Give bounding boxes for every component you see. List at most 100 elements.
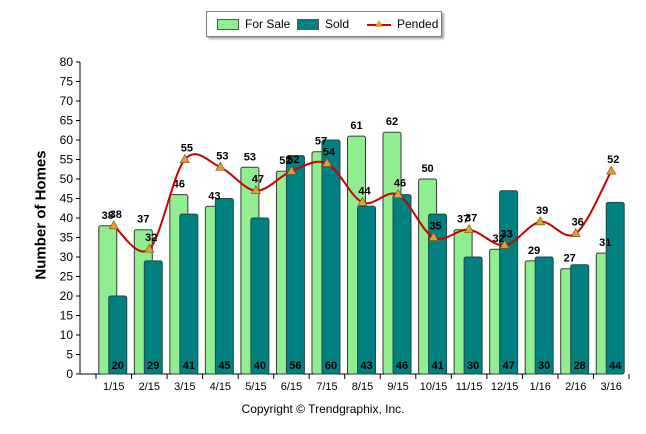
pended-marker xyxy=(392,188,404,198)
for-sale-value-label: 61 xyxy=(350,120,362,132)
legend-label-sold: Sold xyxy=(325,17,350,31)
pended-value-label: 33 xyxy=(501,228,513,240)
for-sale-swatch xyxy=(217,18,239,30)
legend-item-for-sale: For Sale xyxy=(217,17,290,31)
pended-value-label: 32 xyxy=(145,232,157,244)
sold-bar xyxy=(499,190,519,375)
sold-bar xyxy=(108,295,128,375)
y-tick-label: 60 xyxy=(60,133,74,147)
pended-marker xyxy=(499,239,510,249)
legend-item-pended: Pended xyxy=(367,17,438,31)
y-tick-label: 75 xyxy=(60,75,74,89)
sold-value-label: 46 xyxy=(396,360,408,372)
legend: For Sale Sold Pended xyxy=(206,11,442,37)
pended-marker xyxy=(108,220,119,230)
sold-value-label: 60 xyxy=(325,360,337,372)
pended-marker xyxy=(535,216,546,226)
for-sale-value-label: 27 xyxy=(564,253,576,265)
pended-value-label: 38 xyxy=(110,209,122,221)
for-sale-value-label: 43 xyxy=(208,190,220,202)
sold-value-label: 56 xyxy=(289,360,301,372)
y-tick-label: 15 xyxy=(60,309,74,323)
y-tick-label: 25 xyxy=(60,270,74,284)
sold-value-label: 41 xyxy=(183,360,195,372)
sold-value-label: 47 xyxy=(503,360,515,372)
for-sale-value-label: 31 xyxy=(599,237,611,249)
y-tick-label: 70 xyxy=(60,94,74,108)
sold-swatch xyxy=(297,18,319,30)
pended-value-label: 39 xyxy=(536,205,548,217)
sold-bar xyxy=(605,201,625,375)
pended-marker xyxy=(215,161,226,171)
x-tick-label: 12/15 xyxy=(491,381,519,393)
sold-value-label: 45 xyxy=(218,360,230,372)
for-sale-value-label: 37 xyxy=(457,214,469,226)
x-tick-label: 1/15 xyxy=(103,381,124,393)
pended-marker xyxy=(464,223,475,234)
pended-value-label: 52 xyxy=(607,154,619,166)
pended-marker xyxy=(570,227,581,237)
pended-value-label: 44 xyxy=(358,185,371,197)
pended-marker xyxy=(321,157,333,167)
pended-value-label: 53 xyxy=(216,150,228,162)
pended-value-label: 55 xyxy=(181,143,193,155)
sold-value-label: 40 xyxy=(254,360,266,372)
y-tick-label: 65 xyxy=(60,114,74,128)
x-tick-label: 7/15 xyxy=(316,381,337,393)
y-tick-label: 35 xyxy=(60,231,74,245)
sold-bar xyxy=(143,260,163,375)
sold-bar xyxy=(463,256,483,375)
sold-value-label: 30 xyxy=(467,360,479,372)
pended-value-label: 47 xyxy=(252,174,264,186)
x-tick-label: 8/15 xyxy=(352,381,373,393)
sold-bar xyxy=(357,205,376,375)
pended-value-label: 36 xyxy=(572,217,584,229)
pended-value-label: 37 xyxy=(465,213,477,225)
pended-line-key xyxy=(367,19,391,30)
sold-value-label: 20 xyxy=(112,360,124,372)
y-tick-label: 20 xyxy=(60,289,74,303)
for-sale-value-label: 52 xyxy=(279,155,291,167)
for-sale-value-label: 57 xyxy=(315,136,327,148)
legend-label-for-sale: For Sale xyxy=(245,17,291,31)
pended-marker xyxy=(250,184,261,195)
sold-bar xyxy=(392,194,412,375)
sold-bar xyxy=(250,217,270,375)
y-axis-label: Number of Homes xyxy=(32,150,50,280)
legend-item-sold: Sold xyxy=(297,17,349,31)
sold-value-label: 30 xyxy=(538,360,550,372)
sold-value-label: 44 xyxy=(609,360,622,372)
x-tick-label: 3/16 xyxy=(601,381,622,393)
for-sale-value-label: 53 xyxy=(244,151,256,163)
sold-bar xyxy=(179,213,199,375)
sold-bar xyxy=(570,264,590,375)
pended-value-label: 52 xyxy=(287,154,299,166)
sold-bar xyxy=(534,256,554,375)
pended-value-label: 35 xyxy=(429,221,441,233)
pended-marker xyxy=(606,165,617,175)
x-tick-label: 9/15 xyxy=(387,381,408,393)
sold-bar xyxy=(321,139,341,375)
for-sale-value-label: 62 xyxy=(386,116,398,128)
x-tick-label: 3/15 xyxy=(174,381,195,393)
sold-value-label: 43 xyxy=(360,360,372,372)
x-tick-label: 10/15 xyxy=(420,381,448,393)
y-tick-label: 80 xyxy=(60,55,74,69)
y-tick-label: 30 xyxy=(60,250,74,264)
sold-bar xyxy=(214,198,234,375)
legend-label-pended: Pended xyxy=(397,17,439,31)
y-tick-label: 10 xyxy=(60,328,74,342)
for-sale-value-label: 32 xyxy=(493,233,505,245)
pended-marker xyxy=(357,196,368,206)
pended-marker xyxy=(179,153,190,163)
y-tick-label: 5 xyxy=(66,348,73,362)
x-tick-label: 5/15 xyxy=(245,381,266,393)
x-tick-label: 4/15 xyxy=(210,381,231,393)
x-tick-label: 2/16 xyxy=(565,381,586,393)
sold-value-label: 28 xyxy=(574,360,586,372)
y-tick-label: 0 xyxy=(66,367,73,381)
sold-bar xyxy=(428,213,448,375)
for-sale-value-label: 38 xyxy=(102,210,114,222)
sold-value-label: 29 xyxy=(147,360,159,372)
